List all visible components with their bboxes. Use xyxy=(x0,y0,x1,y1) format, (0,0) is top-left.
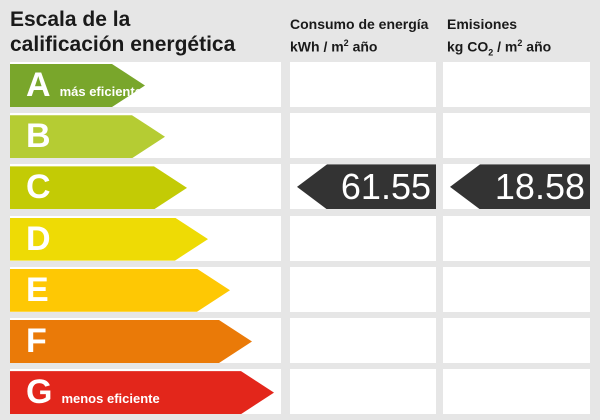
unit-text: año xyxy=(348,38,378,55)
consumption-value-arrow: 61.55 xyxy=(297,164,436,210)
consumption-cell-g xyxy=(290,369,436,415)
rating-arrow-c: C xyxy=(10,166,187,209)
emissions-cell-c: 18.58 xyxy=(443,164,590,210)
scale-cell-c: C xyxy=(10,164,281,210)
consumption-cell-f xyxy=(290,317,436,363)
column-gap xyxy=(436,318,443,363)
consumption-cell-b xyxy=(290,113,436,159)
unit-text: / m xyxy=(493,38,518,55)
unit-superscript: 2 xyxy=(517,38,523,48)
consumption-header-unit: kWh / m2 año xyxy=(290,34,428,57)
emissions-cell-d xyxy=(443,215,590,261)
column-gap xyxy=(436,267,443,312)
page-title-line2: calificación energética xyxy=(10,33,236,56)
efficiency-note-label: más eficiente xyxy=(59,84,142,99)
column-gap xyxy=(281,113,290,158)
column-gap xyxy=(436,164,443,209)
page-title: Escala de la calificación energética xyxy=(10,7,235,57)
column-gap xyxy=(281,267,290,312)
consumption-header-title: Consumo de energía xyxy=(290,16,429,32)
emissions-cell-f xyxy=(443,317,590,363)
emissions-header-title: Emisiones xyxy=(447,16,518,32)
unit-subscript: 2 xyxy=(488,47,494,58)
rating-letter: F xyxy=(26,321,47,360)
emissions-cell-b xyxy=(443,113,590,159)
column-gap xyxy=(281,62,290,107)
column-gap xyxy=(281,164,290,209)
consumption-cell-d xyxy=(290,215,436,261)
unit-text: kWh / m xyxy=(290,38,344,55)
scale-cell-d: D xyxy=(10,215,281,261)
rating-letter: C xyxy=(26,168,51,207)
rating-letter: A xyxy=(26,66,51,104)
consumption-cell-e xyxy=(290,266,436,312)
emissions-value-arrow: 18.58 xyxy=(450,164,590,210)
emissions-cell-g xyxy=(443,369,590,415)
scale-cell-b: B xyxy=(10,113,281,159)
rating-row-e: E xyxy=(10,266,590,312)
efficiency-note-label: menos eficiente xyxy=(61,391,160,407)
rating-arrow-f: F xyxy=(10,320,252,363)
rating-arrow-b: B xyxy=(10,115,165,158)
emissions-header-unit: kg CO2 / m2 año xyxy=(447,34,551,62)
consumption-value: 61.55 xyxy=(340,166,431,208)
emissions-value: 18.58 xyxy=(494,166,585,208)
column-gap xyxy=(281,216,290,261)
consumption-cell-c: 61.55 xyxy=(290,164,436,210)
rating-arrow-d: D xyxy=(10,218,208,261)
column-gap xyxy=(436,216,443,261)
rating-row-c: C 61.55 18.58 xyxy=(10,164,590,210)
rating-row-b: B xyxy=(10,113,590,159)
scale-cell-e: E xyxy=(10,266,281,312)
unit-superscript: 2 xyxy=(343,38,349,48)
scale-cell-f: F xyxy=(10,317,281,363)
emissions-column-header: Emisiones kg CO2 / m2 año xyxy=(447,15,551,62)
unit-text: año xyxy=(522,38,552,55)
column-gap xyxy=(281,318,290,363)
rating-letter: G xyxy=(26,373,53,412)
column-gap xyxy=(436,369,443,414)
column-gap xyxy=(436,62,443,107)
rating-row-f: F xyxy=(10,317,590,363)
rating-letter: D xyxy=(26,219,51,258)
column-gap xyxy=(281,369,290,414)
unit-text: kg CO xyxy=(447,38,489,55)
emissions-cell-e xyxy=(443,266,590,312)
rating-letter: B xyxy=(26,117,51,156)
consumption-cell-a xyxy=(290,62,436,107)
rating-row-d: D xyxy=(10,215,590,261)
emissions-cell-a xyxy=(443,62,590,107)
rating-arrow-e: E xyxy=(10,269,230,312)
column-gap xyxy=(436,113,443,158)
consumption-column-header: Consumo de energía kWh / m2 año xyxy=(290,15,428,57)
rating-letter: E xyxy=(26,270,49,309)
page-title-line1: Escala de la xyxy=(10,8,131,31)
